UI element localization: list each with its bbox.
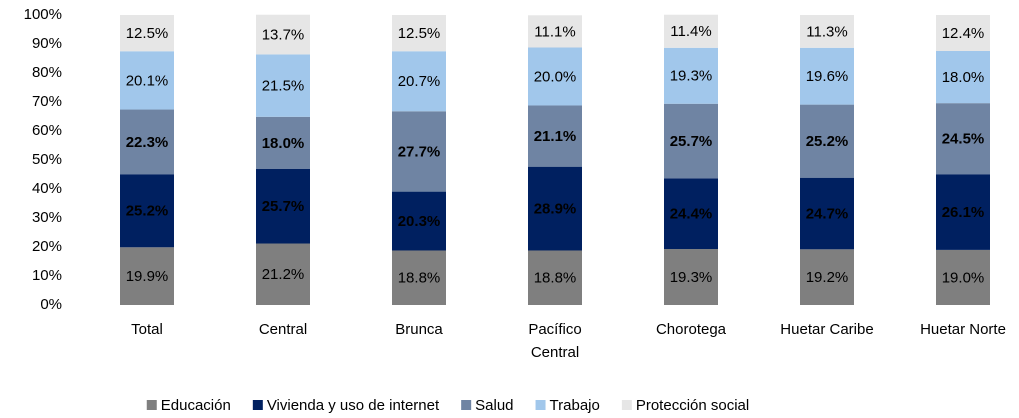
data-label: 21.1% (534, 128, 577, 145)
bar-segment (528, 250, 582, 305)
legend-swatch (621, 400, 632, 410)
bar-segment (664, 14, 718, 48)
legend-swatch (535, 400, 546, 410)
data-label: 18.8% (534, 270, 577, 287)
legend-label: Educación (161, 397, 231, 414)
x-tick-label: Huetar Norte (920, 321, 1006, 338)
legend-swatch (146, 400, 157, 410)
data-label: 19.9% (126, 268, 169, 285)
data-label: 20.7% (398, 73, 441, 90)
bar-segment (392, 191, 446, 251)
data-label: 21.5% (262, 78, 305, 95)
bar-segment (936, 15, 990, 51)
bar-segment (936, 50, 990, 104)
y-tick-label: 40% (32, 180, 62, 197)
y-tick-label: 20% (32, 238, 62, 255)
data-label: 18.8% (398, 270, 441, 287)
data-label: 25.2% (126, 203, 169, 220)
data-label: 20.1% (126, 72, 169, 89)
data-label: 18.0% (262, 135, 305, 152)
y-tick-label: 80% (32, 64, 62, 81)
data-label: 24.4% (670, 206, 713, 223)
bar-segment (936, 249, 990, 305)
bar-segment (936, 174, 990, 250)
x-tick-label: Pacífico Central (528, 321, 581, 361)
data-label: 25.7% (262, 198, 305, 215)
bar-segment (664, 249, 718, 305)
legend-swatch (461, 400, 472, 410)
x-tick-label: Chorotega (656, 321, 727, 338)
bar-segment (800, 15, 854, 48)
bar-segment (800, 104, 854, 178)
bar-segment (800, 47, 854, 105)
y-tick-label: 50% (32, 151, 62, 168)
data-label: 11.1% (534, 23, 575, 40)
bar-segment (120, 51, 174, 110)
data-label: 26.1% (942, 204, 985, 221)
data-label: 11.3% (806, 23, 847, 40)
bar-segment (120, 247, 174, 305)
x-tick-label: Central (259, 321, 307, 338)
x-tick-label: Huetar Caribe (780, 321, 873, 338)
data-label: 28.9% (534, 201, 577, 218)
data-label: 19.0% (942, 269, 985, 286)
bar-segment (528, 166, 582, 251)
bar-segment (256, 14, 310, 55)
legend-label: Protección social (636, 397, 749, 414)
data-label: 21.2% (262, 266, 305, 283)
bar-segment (800, 249, 854, 305)
legend-label: Salud (475, 397, 513, 414)
data-label: 24.5% (942, 131, 985, 148)
data-label: 27.7% (398, 143, 441, 160)
bar-segment (256, 54, 310, 117)
bar-segment (120, 174, 174, 248)
bar-segment (256, 243, 310, 305)
x-tick-label: Total (131, 321, 163, 338)
y-tick-label: 60% (32, 122, 62, 139)
bar-segment (256, 168, 310, 244)
y-tick-label: 100% (24, 6, 62, 23)
data-label: 20.3% (398, 213, 441, 230)
y-tick-label: 70% (32, 93, 62, 110)
data-label: 12.5% (398, 25, 441, 42)
data-label: 24.7% (806, 205, 849, 222)
data-label: 19.3% (670, 68, 713, 85)
data-label: 12.5% (126, 25, 169, 42)
legend-label: Vivienda y uso de internet (267, 397, 440, 414)
bar-segment (664, 178, 718, 250)
data-label: 18.0% (942, 69, 985, 86)
y-tick-label: 90% (32, 35, 62, 52)
bar-segment (800, 177, 854, 250)
data-label: 13.7% (262, 27, 305, 44)
data-label: 25.2% (806, 133, 849, 150)
data-label: 19.3% (670, 269, 713, 286)
bar-segment (392, 15, 446, 52)
bar-segment (256, 116, 310, 169)
bar-segment (392, 250, 446, 305)
data-label: 19.6% (806, 68, 849, 85)
bar-segment (936, 103, 990, 175)
bar-segment (528, 47, 582, 106)
bar-segment (392, 111, 446, 192)
data-label: 22.3% (126, 134, 169, 151)
bar-segment (120, 15, 174, 52)
bar-segment (528, 105, 582, 167)
bar-segment (664, 103, 718, 179)
y-tick-label: 0% (40, 296, 62, 313)
data-label: 20.0% (534, 68, 577, 85)
data-label: 12.4% (942, 25, 985, 42)
bar-segment (528, 15, 582, 48)
y-tick-label: 10% (32, 267, 62, 284)
x-tick-label: Brunca (395, 321, 443, 338)
legend-label: Trabajo (550, 397, 600, 414)
bar-segment (664, 47, 718, 104)
legend-swatch (252, 400, 263, 410)
data-label: 11.4% (670, 23, 711, 40)
data-label: 25.7% (670, 133, 713, 150)
y-tick-label: 30% (32, 209, 62, 226)
bar-segment (120, 109, 174, 175)
bar-segment (392, 51, 446, 112)
data-label: 19.2% (806, 269, 849, 286)
